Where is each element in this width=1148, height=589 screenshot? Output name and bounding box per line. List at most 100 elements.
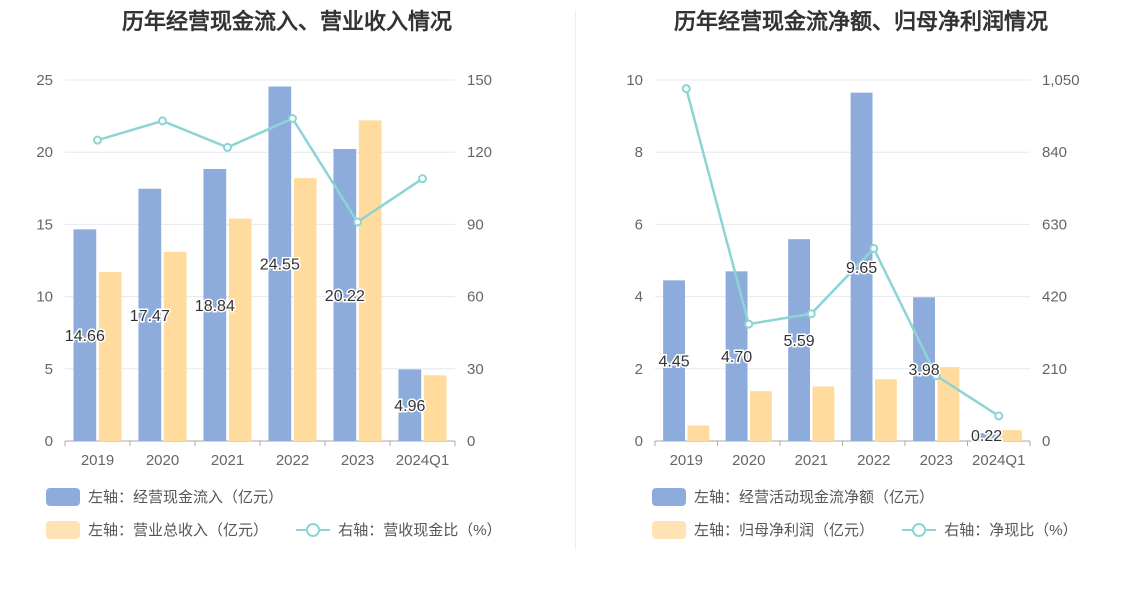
chart-title: 历年经营现金流入、营业收入情况	[121, 9, 452, 34]
y-left-tick-label: 0	[45, 433, 53, 450]
y-left-tick-label: 5	[45, 361, 53, 378]
bar-primary	[268, 86, 292, 442]
bar-data-label: 4.96	[394, 398, 425, 415]
bar-secondary	[228, 218, 252, 441]
legend-swatch-bar1	[652, 487, 686, 506]
x-tick-label: 2024Q1	[396, 452, 449, 469]
line-series	[685, 88, 1000, 417]
legend-item-bar1[interactable]: 左轴：经营活动现金流净额（亿元）	[652, 486, 934, 507]
y-right-tick-label: 60	[467, 289, 484, 306]
line-point	[158, 116, 167, 126]
bar-data-label: 18.84	[195, 298, 235, 315]
y-right-tick-label: 30	[467, 361, 484, 378]
legend-item-bar2[interactable]: 左轴：归母净利润（亿元）	[652, 519, 874, 540]
bar-primary	[913, 297, 935, 441]
line-point	[994, 411, 1004, 421]
bar-data-label: 14.66	[65, 328, 105, 345]
x-tick-label: 2022	[857, 452, 890, 469]
chart-panel-right: 历年经营现金流净额、归母净利润情况 0 0 2 210 4 420 6 630 8 840 10 1,…	[574, 0, 1148, 560]
bar-primary	[663, 280, 685, 441]
bar-primary	[850, 92, 873, 441]
y-right-tick-label: 0	[1042, 433, 1050, 450]
bar-secondary	[423, 375, 447, 441]
y-right-tick-label: 840	[1042, 144, 1067, 161]
bar-data-label: 20.22	[325, 288, 365, 305]
bar-primary	[725, 271, 748, 441]
x-tick-label: 2022	[276, 452, 309, 469]
bar-data-label: 4.70	[721, 349, 752, 366]
x-tick-label: 2021	[211, 452, 244, 469]
y-right-tick-label: 630	[1042, 216, 1067, 233]
line-series	[97, 116, 424, 224]
legend-label: 左轴：归母净利润（亿元）	[694, 522, 875, 539]
y-right-tick-label: 90	[467, 216, 484, 233]
legend-line-icon	[296, 521, 331, 539]
y-right-tick-label: 0	[467, 433, 475, 450]
panel-divider	[575, 10, 576, 550]
y-right-tick-label: 120	[467, 144, 492, 161]
bar-secondary	[163, 251, 187, 441]
y-left-tick-label: 2	[635, 361, 643, 378]
y-left-tick-label: 15	[36, 216, 53, 233]
bar-secondary	[293, 178, 317, 441]
legend-swatch-bar2	[652, 520, 686, 539]
bar-data-label: 17.47	[130, 308, 170, 325]
bar-secondary	[1000, 430, 1022, 441]
bar-data-label: 4.45	[658, 354, 689, 371]
line-point	[806, 309, 816, 319]
legend-item-bar1[interactable]: 左轴：经营现金流入（亿元）	[46, 486, 283, 507]
line-point	[223, 142, 232, 152]
bar-primary	[333, 149, 357, 441]
legend-line-icon	[902, 521, 937, 539]
bar-secondary	[98, 272, 122, 441]
x-tick-label: 2019	[81, 452, 114, 469]
line-point	[288, 114, 297, 124]
legend-label: 右轴：净现比（%）	[944, 522, 1078, 539]
bar-primary	[975, 433, 998, 441]
legend-label: 左轴：经营活动现金流净额（亿元）	[694, 489, 935, 506]
bar-secondary	[358, 120, 382, 441]
bar-data-label: 3.98	[908, 362, 939, 379]
y-left-tick-label: 25	[36, 72, 53, 89]
y-right-tick-label: 420	[1042, 289, 1067, 306]
legend-item-line[interactable]: 右轴：营收现金比（%）	[296, 519, 502, 540]
bar-secondary	[750, 391, 772, 441]
x-tick-label: 2023	[341, 452, 374, 469]
legend-label: 右轴：营收现金比（%）	[338, 522, 502, 539]
legend-item-line[interactable]: 右轴：净现比（%）	[902, 519, 1078, 540]
line-point	[353, 217, 362, 227]
bar-primary	[203, 168, 227, 442]
chart-canvas-left: 0 0 5 30 10 60 15 90 20 120 25 150 2019 2020 2021 2022 2…	[36, 72, 492, 469]
y-left-tick-label: 8	[635, 144, 643, 161]
bar-data-label: 0.22	[971, 428, 1002, 445]
y-right-tick-label: 150	[467, 72, 492, 89]
bar-data-label: 24.55	[260, 257, 300, 274]
bar-secondary	[875, 379, 897, 441]
y-left-tick-label: 4	[635, 289, 643, 306]
bar-secondary	[812, 386, 835, 441]
bar-secondary	[687, 425, 710, 441]
bar-secondary	[937, 366, 960, 441]
chart-canvas-right: 0 0 2 210 4 420 6 630 8 840 10 1,050 2019 2020 2021 202…	[626, 72, 1079, 469]
x-tick-label: 2021	[795, 452, 828, 469]
x-tick-label: 2023	[920, 452, 953, 469]
x-tick-label: 2019	[670, 452, 703, 469]
legend-swatch-bar2	[46, 520, 80, 539]
y-left-tick-label: 10	[36, 289, 53, 306]
y-left-tick-label: 20	[36, 144, 53, 161]
chart-panel-left: 历年经营现金流入、营业收入情况 0 0 5 30 10 60 15 90 20 120 25 150 2…	[0, 0, 574, 560]
y-left-tick-label: 10	[626, 72, 643, 89]
chart-title: 历年经营现金流净额、归母净利润情况	[673, 9, 1048, 34]
line-point	[744, 319, 754, 329]
line-point	[681, 84, 691, 94]
y-left-tick-label: 0	[635, 433, 643, 450]
legend-label: 左轴：营业总收入（亿元）	[88, 522, 269, 539]
legend-item-bar2[interactable]: 左轴：营业总收入（亿元）	[46, 519, 268, 540]
x-tick-label: 2020	[732, 452, 765, 469]
x-tick-label: 2020	[146, 452, 179, 469]
bar-primary	[73, 229, 97, 441]
bar-data-label: 9.65	[846, 260, 877, 277]
bar-primary	[788, 239, 810, 441]
legend-label: 左轴：经营现金流入（亿元）	[88, 489, 284, 506]
line-point	[931, 371, 941, 381]
